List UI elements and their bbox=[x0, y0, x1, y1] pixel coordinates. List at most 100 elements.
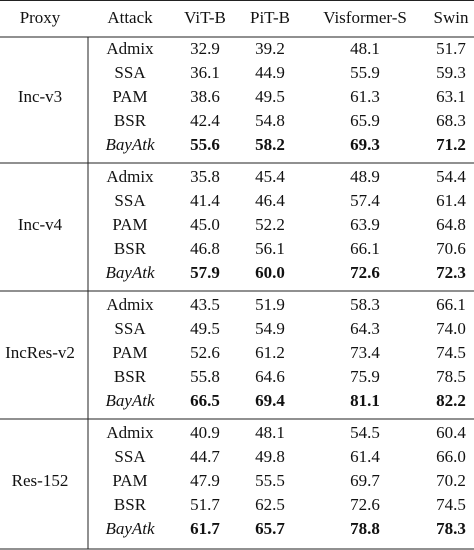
attack-label: Admix bbox=[106, 167, 154, 186]
value-cell: 44.7 bbox=[190, 447, 220, 466]
value-cell: 48.1 bbox=[255, 423, 285, 442]
value-cell: 44.9 bbox=[255, 63, 285, 82]
value-cell: 61.2 bbox=[255, 343, 285, 362]
attack-label: SSA bbox=[114, 319, 146, 338]
value-cell: 61.4 bbox=[436, 191, 466, 210]
header-cell: ViT-B bbox=[184, 8, 226, 27]
value-cell: 66.0 bbox=[436, 447, 466, 466]
attack-label: BayAtk bbox=[105, 135, 155, 154]
value-cell: 72.6 bbox=[350, 263, 380, 282]
value-cell: 56.1 bbox=[255, 239, 285, 258]
value-cell: 74.5 bbox=[436, 343, 466, 362]
value-cell: 59.3 bbox=[436, 63, 466, 82]
value-cell: 40.9 bbox=[190, 423, 220, 442]
value-cell: 55.6 bbox=[190, 135, 220, 154]
value-cell: 49.5 bbox=[190, 319, 220, 338]
header-cell: Attack bbox=[107, 8, 153, 27]
value-cell: 39.2 bbox=[255, 39, 285, 58]
value-cell: 46.8 bbox=[190, 239, 220, 258]
value-cell: 78.8 bbox=[350, 519, 380, 538]
value-cell: 58.2 bbox=[255, 135, 285, 154]
value-cell: 78.5 bbox=[436, 367, 466, 386]
header-cell: Visformer-S bbox=[323, 8, 407, 27]
value-cell: 49.5 bbox=[255, 87, 285, 106]
value-cell: 52.2 bbox=[255, 215, 285, 234]
value-cell: 32.9 bbox=[190, 39, 220, 58]
value-cell: 55.5 bbox=[255, 471, 285, 490]
value-cell: 70.6 bbox=[436, 239, 466, 258]
value-cell: 48.1 bbox=[350, 39, 380, 58]
value-cell: 73.4 bbox=[350, 343, 380, 362]
proxy-label: Inc-v4 bbox=[18, 215, 63, 234]
value-cell: 68.3 bbox=[436, 111, 466, 130]
value-cell: 62.5 bbox=[255, 495, 285, 514]
value-cell: 55.9 bbox=[350, 63, 380, 82]
attack-label: BSR bbox=[114, 111, 147, 130]
value-cell: 45.4 bbox=[255, 167, 285, 186]
value-cell: 51.7 bbox=[436, 39, 466, 58]
value-cell: 61.3 bbox=[350, 87, 380, 106]
value-cell: 42.4 bbox=[190, 111, 220, 130]
value-cell: 69.4 bbox=[255, 391, 285, 410]
attack-label: BSR bbox=[114, 367, 147, 386]
value-cell: 64.6 bbox=[255, 367, 285, 386]
value-cell: 36.1 bbox=[190, 63, 220, 82]
value-cell: 63.9 bbox=[350, 215, 380, 234]
value-cell: 64.8 bbox=[436, 215, 466, 234]
attack-label: BSR bbox=[114, 495, 147, 514]
value-cell: 65.9 bbox=[350, 111, 380, 130]
value-cell: 51.9 bbox=[255, 295, 285, 314]
value-cell: 66.5 bbox=[190, 391, 220, 410]
value-cell: 57.9 bbox=[190, 263, 220, 282]
value-cell: 52.6 bbox=[190, 343, 220, 362]
value-cell: 65.7 bbox=[255, 519, 285, 538]
attack-label: PAM bbox=[112, 215, 147, 234]
value-cell: 43.5 bbox=[190, 295, 220, 314]
value-cell: 69.7 bbox=[350, 471, 380, 490]
attack-label: PAM bbox=[112, 87, 147, 106]
attack-label: Admix bbox=[106, 39, 154, 58]
attack-label: BayAtk bbox=[105, 263, 155, 282]
attack-label: BSR bbox=[114, 239, 147, 258]
attack-label: BayAtk bbox=[105, 519, 155, 538]
value-cell: 54.4 bbox=[436, 167, 466, 186]
proxy-label: Inc-v3 bbox=[18, 87, 62, 106]
value-cell: 78.3 bbox=[436, 519, 466, 538]
value-cell: 38.6 bbox=[190, 87, 220, 106]
header-cell: Swin bbox=[434, 8, 469, 27]
value-cell: 61.4 bbox=[350, 447, 380, 466]
value-cell: 74.0 bbox=[436, 319, 466, 338]
value-cell: 64.3 bbox=[350, 319, 380, 338]
value-cell: 82.2 bbox=[436, 391, 466, 410]
value-cell: 72.3 bbox=[436, 263, 466, 282]
value-cell: 47.9 bbox=[190, 471, 220, 490]
attack-label: SSA bbox=[114, 63, 146, 82]
value-cell: 69.3 bbox=[350, 135, 380, 154]
value-cell: 66.1 bbox=[436, 295, 466, 314]
value-cell: 72.6 bbox=[350, 495, 380, 514]
attack-label: Admix bbox=[106, 295, 154, 314]
value-cell: 58.3 bbox=[350, 295, 380, 314]
value-cell: 71.2 bbox=[436, 135, 466, 154]
attack-label: SSA bbox=[114, 191, 146, 210]
value-cell: 48.9 bbox=[350, 167, 380, 186]
value-cell: 63.1 bbox=[436, 87, 466, 106]
attack-label: PAM bbox=[112, 343, 147, 362]
value-cell: 70.2 bbox=[436, 471, 466, 490]
value-cell: 51.7 bbox=[190, 495, 220, 514]
value-cell: 74.5 bbox=[436, 495, 466, 514]
value-cell: 54.5 bbox=[350, 423, 380, 442]
header-cell: Proxy bbox=[20, 8, 61, 27]
value-cell: 41.4 bbox=[190, 191, 220, 210]
value-cell: 57.4 bbox=[350, 191, 380, 210]
attack-label: SSA bbox=[114, 447, 146, 466]
value-cell: 66.1 bbox=[350, 239, 380, 258]
value-cell: 61.7 bbox=[190, 519, 220, 538]
header-cell: PiT-B bbox=[250, 8, 290, 27]
value-cell: 49.8 bbox=[255, 447, 285, 466]
attack-label: PAM bbox=[112, 471, 147, 490]
value-cell: 54.9 bbox=[255, 319, 285, 338]
value-cell: 75.9 bbox=[350, 367, 380, 386]
value-cell: 60.0 bbox=[255, 263, 285, 282]
